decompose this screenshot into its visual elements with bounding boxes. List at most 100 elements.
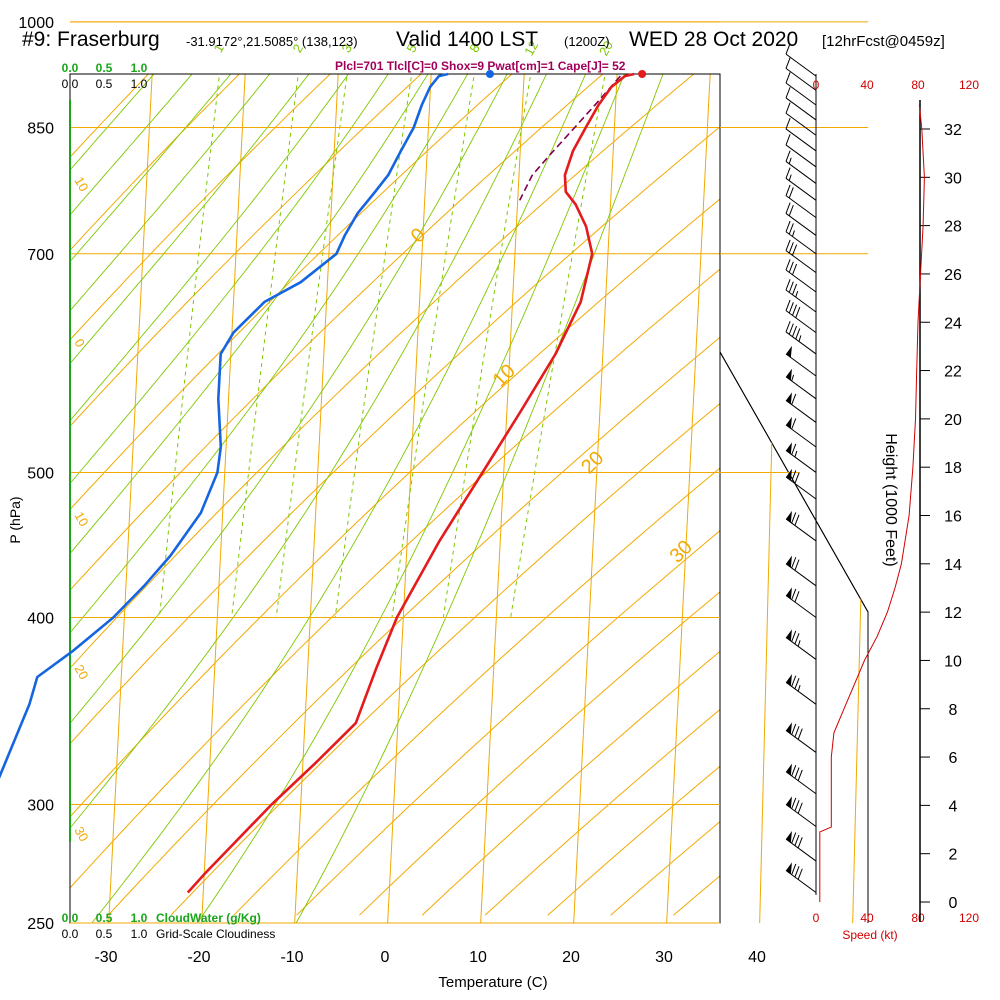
skew-edge-line [719, 351, 869, 613]
temperature-tick-label: 10 [469, 949, 487, 966]
speed-tick-bottom: 0 [813, 911, 820, 925]
isotherm-line [294, 74, 339, 923]
wind-barb-staff [785, 53, 817, 77]
pressure-tick-label: 700 [27, 247, 54, 264]
wind-barb-full [794, 633, 800, 645]
wind-barb-full [791, 393, 797, 405]
wind-barb-flag [786, 862, 792, 875]
wind-barb [785, 830, 817, 862]
wind-barb-full [794, 591, 800, 603]
wind-barb-staff [785, 269, 817, 293]
wind-barb-full [797, 802, 803, 814]
wind-barb [785, 629, 817, 660]
wind-barb [785, 555, 817, 587]
isotherm-label: 0 [407, 224, 430, 247]
wind-barb-staff [785, 353, 817, 377]
wind-barb-full [785, 321, 791, 333]
wind-barb-staff [785, 250, 817, 273]
dry-adiabat-line [70, 74, 422, 427]
wind-barb-full [788, 261, 794, 273]
wind-barb-flag [786, 722, 792, 735]
height-tick-label: 20 [944, 412, 962, 429]
wind-barb [785, 239, 817, 273]
wind-barb-full [791, 443, 797, 455]
temperature-line [186, 72, 635, 894]
wind-barb-full [788, 302, 794, 314]
speed-tick-top: 120 [959, 78, 979, 92]
wind-speed-profile [819, 104, 925, 902]
wind-barb [785, 442, 817, 473]
valid-date: WED 28 Oct 2020 [629, 28, 799, 51]
moist-adiabat-line [70, 74, 429, 555]
wind-barb [785, 118, 817, 152]
wind-barb-full [785, 279, 791, 291]
wind-barb-flag [786, 830, 792, 843]
mixing-ratio-line [391, 74, 475, 618]
pressure-tick-label: 850 [27, 121, 54, 138]
wind-barb-full [791, 832, 797, 844]
mixing-ratio-line [510, 74, 606, 618]
height-tick-label: 32 [944, 122, 962, 139]
wind-barb-staff [785, 771, 817, 795]
wind-barb-staff [785, 870, 817, 893]
isotherm-left-label: 10 [71, 174, 91, 194]
wind-barb [785, 299, 817, 334]
wind-barb-full [785, 220, 791, 232]
wind-barb-staff [785, 112, 817, 136]
pressure-tick-label: 250 [27, 916, 54, 933]
isotherm-ext-line [852, 353, 868, 923]
dry-adiabat-line [107, 336, 720, 916]
isotherm-left-label: 20 [71, 662, 91, 682]
cloudwater-tick-top: 0.5 [96, 61, 113, 75]
wind-barb-full [791, 557, 797, 569]
wind-barb [785, 416, 817, 448]
wind-barb-staff [785, 838, 817, 862]
wind-barb-full [785, 102, 791, 114]
speed-tick-top: 40 [860, 78, 874, 92]
cloudwater-tick-top: 1.0 [131, 61, 148, 75]
cloudwater-tick-bottom: 0.5 [96, 911, 113, 925]
temperature-tick-label: -30 [94, 949, 117, 966]
wind-barb [785, 796, 817, 827]
cloudiness-tick-top: 1.0 [131, 77, 148, 91]
moist-adiabat-line [295, 74, 664, 923]
wind-barb [785, 321, 817, 355]
isotherm-ext-line [667, 354, 681, 923]
temperature-tick-label: 30 [655, 949, 673, 966]
wind-barb-full [785, 43, 791, 55]
isotherm-line [666, 74, 711, 923]
wind-barb-full [794, 514, 800, 526]
moist-adiabat-line [70, 74, 310, 365]
isotherm-label: 20 [577, 447, 608, 478]
wind-barb-full [785, 259, 791, 271]
wind-barb-full [797, 728, 803, 740]
wind-barb [785, 87, 817, 121]
wind-barb [785, 259, 817, 293]
wind-barb-flag [786, 796, 792, 809]
wind-barb-staff [785, 450, 817, 473]
wind-barb-flag [786, 629, 792, 642]
mixing-ratio-label: 20 [596, 38, 616, 58]
dry-adiabat-line [296, 530, 720, 916]
wind-barb-flag [786, 345, 792, 358]
wind-barb [785, 862, 817, 893]
moist-adiabat-line [197, 74, 625, 923]
wind-barb-staff [785, 144, 817, 168]
pressure-tick-label: 400 [27, 611, 54, 628]
wind-barb-full [791, 863, 797, 875]
wind-barb-full [788, 281, 794, 293]
wind-barb-flag [786, 674, 792, 686]
wind-barb-full [791, 470, 797, 482]
wind-barb-half [795, 290, 799, 298]
wind-barb-full [791, 675, 797, 687]
mixing-ratio-line [231, 74, 299, 618]
wind-barb-staff [785, 563, 817, 587]
wind-barb-flag [786, 416, 792, 429]
station-title: #9: Fraserburg [22, 28, 160, 51]
dry-adiabat-line [70, 74, 240, 251]
wind-barb-flag [786, 392, 792, 405]
wind-barb-flag [786, 555, 792, 568]
height-tick-label: 12 [944, 605, 962, 622]
pressure-tick-label: 300 [27, 797, 54, 814]
